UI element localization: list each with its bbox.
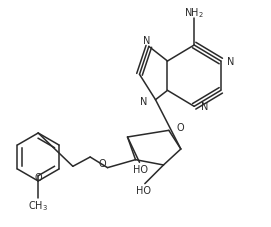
Text: N: N <box>143 36 150 46</box>
Text: N: N <box>201 102 208 112</box>
Text: O: O <box>99 158 106 168</box>
Text: N: N <box>140 96 147 106</box>
Text: HO: HO <box>136 185 151 195</box>
Text: N: N <box>227 57 235 67</box>
Text: O: O <box>176 123 184 133</box>
Text: HO: HO <box>133 164 148 174</box>
Text: O: O <box>34 172 42 182</box>
Text: NH$_2$: NH$_2$ <box>184 6 204 20</box>
Text: CH$_3$: CH$_3$ <box>28 198 48 212</box>
